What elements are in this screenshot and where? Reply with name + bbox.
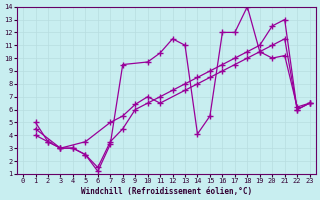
X-axis label: Windchill (Refroidissement éolien,°C): Windchill (Refroidissement éolien,°C) (81, 187, 252, 196)
